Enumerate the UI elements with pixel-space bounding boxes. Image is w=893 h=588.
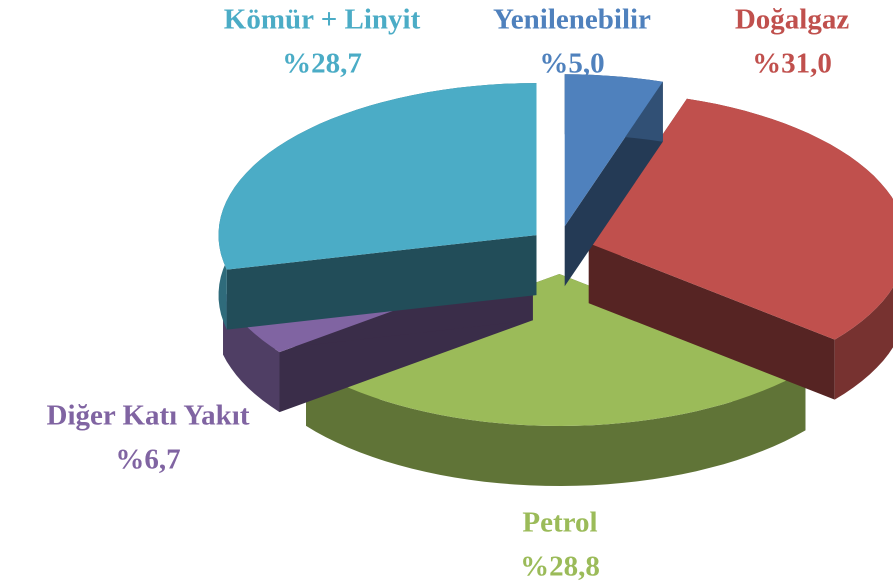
slice-value-label: %5,0 — [539, 48, 604, 80]
slice-label: Kömür + Linyit — [224, 4, 421, 36]
slice-label: Petrol — [522, 507, 597, 539]
slice — [564, 74, 663, 227]
slice-label: Diğer Katı Yakıt — [47, 400, 250, 432]
slice — [218, 83, 537, 270]
slice-wall — [306, 365, 806, 486]
slice — [306, 274, 806, 426]
slice-side — [226, 235, 537, 330]
slice-label: Yenilenebilir — [493, 4, 651, 36]
slice-value-label: %28,7 — [282, 48, 362, 80]
slice — [588, 98, 893, 340]
slice-value-label: %6,7 — [115, 444, 180, 476]
slice-value-label: %31,0 — [752, 48, 832, 80]
slice-side — [588, 243, 835, 400]
slice-label: Doğalgaz — [735, 4, 850, 36]
slice-value-label: %28,8 — [520, 551, 600, 583]
